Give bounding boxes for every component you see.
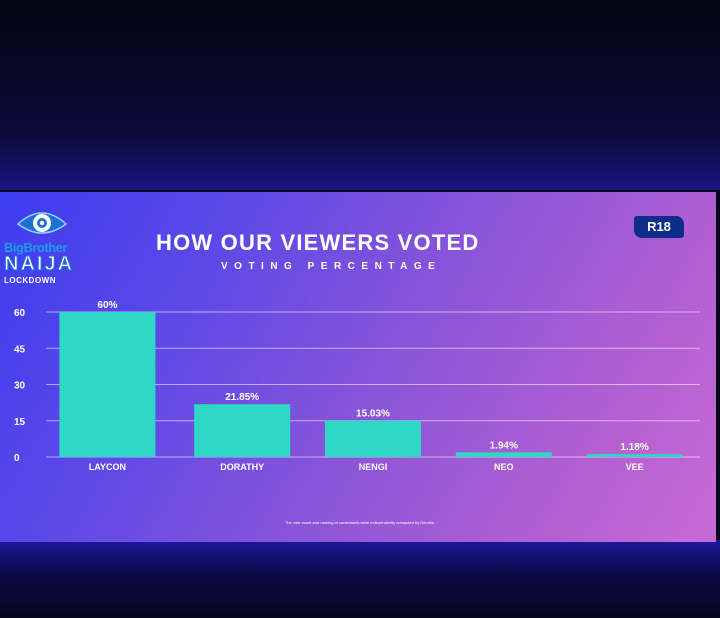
bar (455, 452, 552, 457)
chart-subtitle: VOTING PERCENTAGE (221, 261, 442, 272)
x-tick-label: NENGI (359, 462, 388, 472)
bar (194, 404, 291, 457)
logo-brand-text: BigBrother (4, 240, 67, 255)
eye-icon (16, 212, 68, 234)
y-tick-label: 15 (14, 417, 26, 428)
x-tick-label: DORATHY (220, 462, 264, 472)
tv-screen: BigBrother NAIJA LOCKDOWN R18 HOW OUR VI… (0, 192, 716, 542)
x-tick-label: VEE (626, 462, 644, 472)
data-label: 1.94% (490, 440, 518, 451)
chart-title: HOW OUR VIEWERS VOTED (156, 230, 480, 255)
show-logo: BigBrother NAIJA LOCKDOWN (3, 206, 84, 288)
data-label: 60% (97, 300, 117, 311)
room-background-top (0, 0, 720, 190)
logo-show-text: NAIJA (3, 253, 75, 276)
y-tick-label: 60 (14, 308, 26, 319)
x-tick-label: LAYCON (89, 462, 126, 472)
y-tick-label: 30 (14, 381, 26, 392)
chart-footnote: The vote count and ranking of contestant… (284, 520, 436, 525)
data-label: 1.18% (620, 442, 648, 453)
data-label: 15.03% (356, 409, 390, 420)
rating-badge: R18 (634, 216, 684, 238)
bar (59, 312, 156, 457)
room-background-bottom (0, 540, 720, 618)
logo-edition-text: LOCKDOWN (4, 276, 56, 285)
bar-chart: 0 15 30 45 60 60% LAYCON 21.85% DORATHY 15.03% NEN… (14, 300, 700, 472)
bar (586, 454, 683, 457)
data-label: 21.85% (225, 392, 259, 403)
y-tick-label: 45 (14, 344, 26, 355)
x-tick-label: NEO (494, 462, 514, 472)
y-tick-label: 0 (14, 453, 20, 464)
bar (325, 420, 421, 457)
